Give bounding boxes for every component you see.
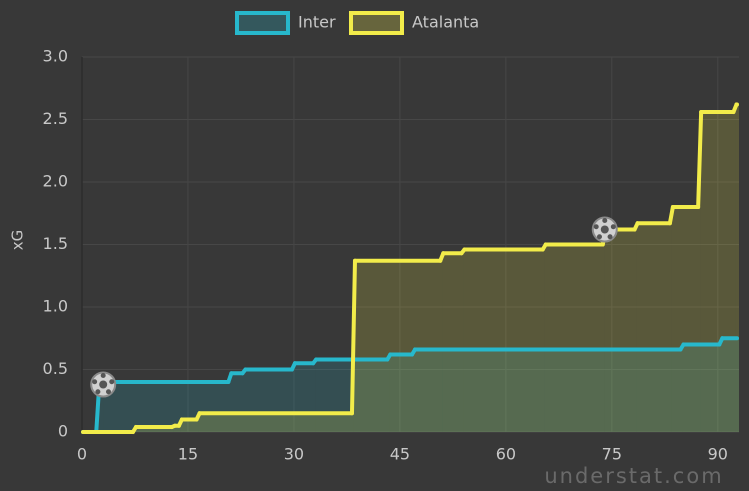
goal-ball-patch	[602, 218, 608, 223]
step-riser	[696, 110, 704, 209]
area-segment	[173, 425, 181, 432]
legend-swatch	[349, 11, 404, 35]
x-tick-label: 90	[708, 445, 728, 464]
y-tick-label: 0	[58, 422, 68, 441]
area-segment	[735, 104, 739, 432]
x-tick-label: 45	[390, 445, 410, 464]
goal-ball-patch	[610, 224, 616, 230]
area-segment	[721, 338, 739, 432]
goal-ball-patch	[105, 389, 111, 395]
y-tick-label: 1.5	[43, 234, 68, 253]
goal-marker	[90, 371, 117, 398]
legend-label: Inter	[298, 13, 336, 32]
area-segment	[636, 223, 672, 432]
goal-ball-patch	[92, 379, 98, 385]
x-tick-label: 75	[602, 445, 622, 464]
x-tick-label: 60	[496, 445, 516, 464]
legend-swatch	[235, 11, 290, 35]
y-tick-label: 3.0	[43, 47, 68, 66]
area-segment	[700, 112, 736, 432]
goal-ball-patch	[596, 234, 602, 240]
x-tick-label: 15	[178, 445, 198, 464]
y-tick-label: 2.5	[43, 109, 68, 128]
y-tick-label: 1.0	[43, 297, 68, 316]
area-segment	[442, 253, 464, 432]
goal-ball-patch	[100, 373, 106, 378]
area-segment	[180, 419, 199, 432]
area-segment	[544, 244, 605, 432]
area-segment	[671, 207, 701, 432]
goal-marker	[591, 216, 618, 243]
area-segment	[98, 384, 104, 432]
area-segment	[682, 344, 722, 432]
area-segment	[103, 382, 231, 432]
goal-ball-patch	[600, 225, 609, 234]
area-segment	[134, 427, 174, 432]
y-tick-label: 0.5	[43, 359, 68, 378]
area-segment	[244, 369, 294, 432]
area-segment	[230, 373, 245, 432]
goal-ball-patch	[593, 224, 599, 230]
goal-ball-patch	[99, 380, 108, 389]
area-segment	[198, 413, 354, 432]
area-segment	[389, 354, 415, 432]
area-segment	[353, 260, 443, 432]
goal-ball-patch	[607, 234, 613, 240]
area-segment	[463, 249, 545, 432]
area-segment	[604, 229, 637, 432]
area-segment	[414, 349, 683, 432]
y-tick-label: 2.0	[43, 172, 68, 191]
x-tick-label: 0	[77, 445, 87, 464]
legend-label: Atalanta	[412, 13, 479, 32]
goal-ball-patch	[109, 379, 115, 385]
step-riser	[667, 205, 675, 226]
step-riser	[349, 258, 357, 416]
y-axis-label: xG	[9, 230, 27, 251]
watermark: understat.com	[544, 464, 723, 488]
x-tick-label: 30	[284, 445, 304, 464]
goal-ball-patch	[95, 389, 101, 395]
